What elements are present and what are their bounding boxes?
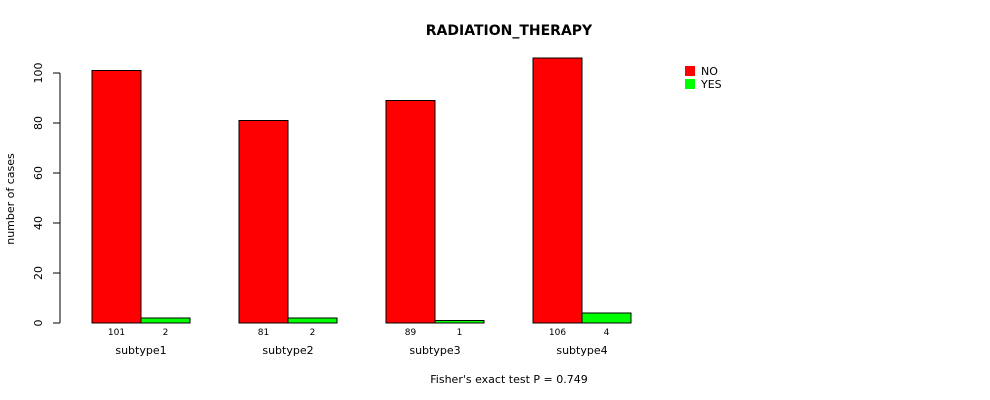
legend-swatch-no xyxy=(685,66,695,76)
bar-yes-subtype3 xyxy=(434,320,485,324)
y-axis-label: number of cases xyxy=(4,153,17,245)
y-tick-label: 60 xyxy=(32,166,45,180)
chart-title: RADIATION_THERAPY xyxy=(426,23,593,39)
x-category-label: subtype2 xyxy=(262,344,313,357)
bar-value-label: 106 xyxy=(549,328,566,338)
y-tick-label: 0 xyxy=(32,320,45,327)
y-axis: 0 20 40 60 80 100 xyxy=(32,63,61,327)
x-category-label: subtype1 xyxy=(115,344,166,357)
x-axis-category-labels: subtype1 subtype2 subtype3 subtype4 xyxy=(115,344,607,357)
bar-yes-subtype2 xyxy=(287,317,338,324)
bar-yes-subtype4 xyxy=(581,312,632,324)
bar-value-label: 2 xyxy=(163,328,169,338)
y-tick-label: 20 xyxy=(32,266,45,280)
bar-value-label: 101 xyxy=(108,328,125,338)
bar-no-subtype3 xyxy=(385,100,436,324)
bar-yes-subtype1 xyxy=(140,317,191,324)
fisher-test-footnote: Fisher's exact test P = 0.749 xyxy=(430,373,587,386)
bar-value-labels: 101 2 81 2 89 1 106 4 xyxy=(108,328,610,338)
bar-value-label: 89 xyxy=(405,328,417,338)
legend-label-yes: YES xyxy=(700,78,722,91)
bar-no-subtype2 xyxy=(238,120,289,324)
bar-value-label: 1 xyxy=(457,328,463,338)
x-category-label: subtype3 xyxy=(409,344,460,357)
y-tick-label: 40 xyxy=(32,216,45,230)
y-tick-label: 80 xyxy=(32,116,45,130)
bar-value-label: 4 xyxy=(604,328,610,338)
legend-label-no: NO xyxy=(701,65,718,78)
bar-value-label: 81 xyxy=(258,328,269,338)
x-category-label: subtype4 xyxy=(556,344,607,357)
legend-swatch-yes xyxy=(685,79,695,89)
bar-value-label: 2 xyxy=(310,328,316,338)
bar-no-subtype4 xyxy=(532,57,583,324)
bar-no-subtype1 xyxy=(91,70,142,324)
y-tick-label: 100 xyxy=(32,63,45,84)
bar-group xyxy=(91,57,632,324)
